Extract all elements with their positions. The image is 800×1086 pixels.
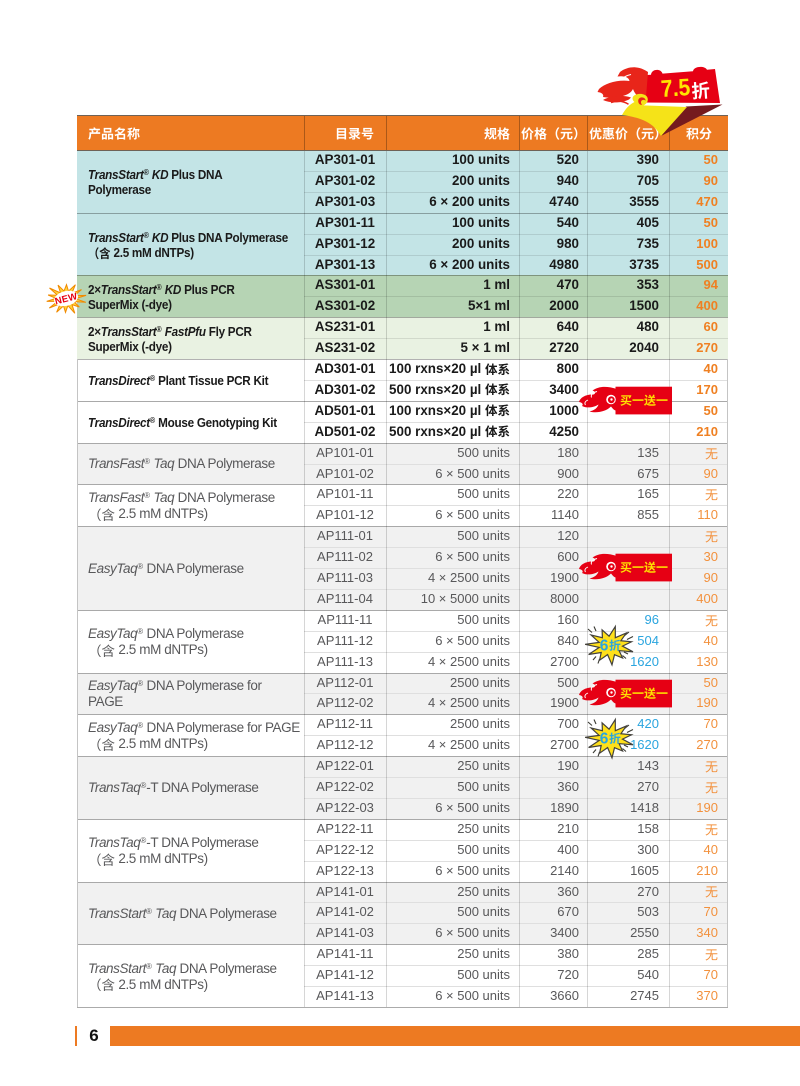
svg-text:6: 6 xyxy=(600,731,609,748)
svg-text:7.5: 7.5 xyxy=(660,74,691,103)
svg-text:NEW: NEW xyxy=(54,291,79,307)
svg-text:6: 6 xyxy=(600,638,609,655)
